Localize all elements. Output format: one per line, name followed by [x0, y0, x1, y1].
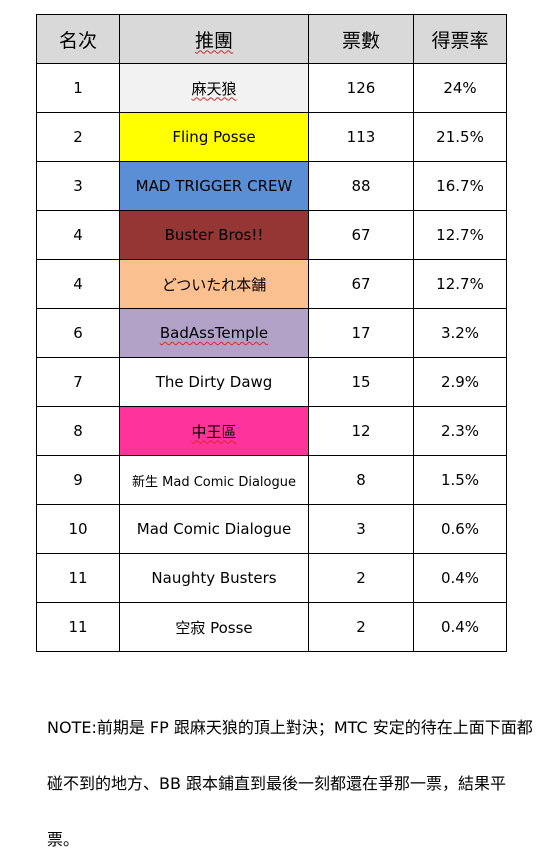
votes-cell: 88 [308, 161, 414, 211]
percent-cell: 12.7% [413, 210, 507, 260]
table-row: 4 どついたれ本舗 67 12.7% [36, 259, 507, 309]
votes-cell: 3 [308, 504, 414, 554]
percent-cell: 12.7% [413, 259, 507, 309]
votes-cell: 67 [308, 259, 414, 309]
table-row: 4 Buster Bros!! 67 12.7% [36, 210, 507, 260]
team-cell: Buster Bros!! [119, 210, 309, 260]
percent-cell: 1.5% [413, 455, 507, 505]
rank-cell: 11 [36, 553, 120, 603]
votes-cell: 17 [308, 308, 414, 358]
table-row: 10 Mad Comic Dialogue 3 0.6% [36, 504, 507, 554]
percent-cell: 2.9% [413, 357, 507, 407]
percent-cell: 3.2% [413, 308, 507, 358]
votes-cell: 113 [308, 112, 414, 162]
rank-cell: 11 [36, 602, 120, 652]
votes-cell: 126 [308, 63, 414, 113]
table-row: 8 中王區 12 2.3% [36, 406, 507, 456]
team-cell: Mad Comic Dialogue [119, 504, 309, 554]
header-votes: 票數 [308, 14, 414, 64]
rank-cell: 3 [36, 161, 120, 211]
table-row: 3 MAD TRIGGER CREW 88 16.7% [36, 161, 507, 211]
votes-cell: 2 [308, 553, 414, 603]
team-cell: MAD TRIGGER CREW [119, 161, 309, 211]
votes-cell: 67 [308, 210, 414, 260]
table-row: 1 麻天狼 126 24% [36, 63, 507, 113]
rank-cell: 2 [36, 112, 120, 162]
rank-cell: 8 [36, 406, 120, 456]
votes-cell: 15 [308, 357, 414, 407]
rank-cell: 6 [36, 308, 120, 358]
table-row: 11 空寂 Posse 2 0.4% [36, 602, 507, 652]
ranking-table: 名次 推團 票數 得票率 1 麻天狼 126 24% 2 Fling Posse 113 21… [36, 14, 507, 652]
team-cell: Naughty Busters [119, 553, 309, 603]
table-row: 11 Naughty Busters 2 0.4% [36, 553, 507, 603]
team-cell: Fling Posse [119, 112, 309, 162]
votes-cell: 2 [308, 602, 414, 652]
team-cell: 麻天狼 [119, 63, 309, 113]
rank-cell: 7 [36, 357, 120, 407]
rank-cell: 4 [36, 259, 120, 309]
team-cell: 新生 Mad Comic Dialogue [119, 455, 309, 505]
percent-cell: 21.5% [413, 112, 507, 162]
table-row: 6 BadAssTemple 17 3.2% [36, 308, 507, 358]
percent-cell: 0.4% [413, 602, 507, 652]
team-cell: BadAssTemple [119, 308, 309, 358]
table-row: 9 新生 Mad Comic Dialogue 8 1.5% [36, 455, 507, 505]
team-cell: どついたれ本舗 [119, 259, 309, 309]
team-cell: 空寂 Posse [119, 602, 309, 652]
header-percent: 得票率 [413, 14, 507, 64]
votes-cell: 12 [308, 406, 414, 456]
table-row: 2 Fling Posse 113 21.5% [36, 112, 507, 162]
percent-cell: 0.4% [413, 553, 507, 603]
percent-cell: 0.6% [413, 504, 507, 554]
rank-cell: 10 [36, 504, 120, 554]
rank-cell: 9 [36, 455, 120, 505]
percent-cell: 2.3% [413, 406, 507, 456]
table-row: 7 The Dirty Dawg 15 2.9% [36, 357, 507, 407]
percent-cell: 16.7% [413, 161, 507, 211]
rank-cell: 4 [36, 210, 120, 260]
header-team: 推團 [119, 14, 309, 64]
table-header-row: 名次 推團 票數 得票率 [36, 14, 507, 64]
percent-cell: 24% [413, 63, 507, 113]
team-cell: The Dirty Dawg [119, 357, 309, 407]
header-rank: 名次 [36, 14, 120, 64]
team-cell: 中王區 [119, 406, 309, 456]
rank-cell: 1 [36, 63, 120, 113]
votes-cell: 8 [308, 455, 414, 505]
